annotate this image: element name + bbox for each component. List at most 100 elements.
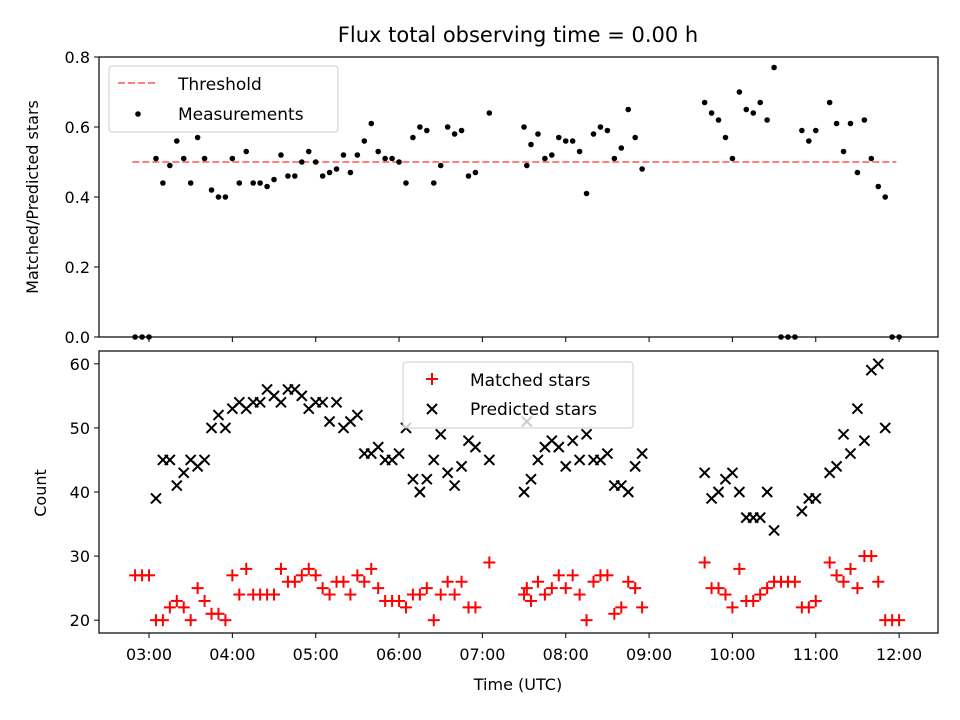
measurement-point (361, 138, 368, 144)
matched-star-point (698, 556, 711, 569)
matched-star-point (788, 575, 801, 588)
measurement-point (625, 106, 632, 113)
matched-star-point (184, 614, 197, 627)
measurement-point (812, 127, 819, 134)
predicted-star-point (198, 454, 211, 466)
matched-star-point (802, 601, 815, 614)
measurement-point (549, 152, 555, 158)
matched-star-point (212, 607, 225, 620)
legend-predicted-label: Predicted stars (470, 400, 597, 420)
measurement-point (201, 155, 208, 162)
measurement-point (264, 183, 270, 190)
predicted-star-point (872, 358, 884, 370)
matched-star-point (747, 594, 760, 607)
predicted-star-point (879, 422, 891, 434)
count-x-tick-label: 07:00 (459, 645, 505, 664)
matched-star-point (198, 594, 211, 607)
matched-star-point (351, 569, 364, 582)
measurement-point (326, 169, 333, 176)
matched-star-point (344, 588, 357, 601)
predicted-star-point (810, 492, 822, 505)
predicted-star-point (414, 486, 426, 498)
measurement-point (757, 99, 763, 106)
measurement-point (375, 148, 382, 155)
matched-star-point (830, 569, 843, 582)
count-x-tick-label: 03:00 (126, 645, 172, 664)
matched-star-point (309, 569, 322, 582)
matched-star-point (726, 601, 739, 614)
measurement-point (632, 134, 638, 141)
matched-star-point (636, 601, 649, 614)
matched-star-point (622, 575, 635, 588)
matched-star-point (455, 575, 468, 588)
predicted-star-point (698, 467, 711, 479)
count-x-tick-label: 08:00 (543, 645, 589, 664)
measurement-point (524, 162, 530, 169)
predicted-star-point (212, 409, 225, 421)
matched-star-point (420, 582, 433, 595)
measurement-point (382, 155, 388, 162)
measurement-point (618, 145, 625, 151)
measurement-point (799, 127, 805, 134)
measurement-point (854, 169, 861, 176)
matched-star-point (733, 562, 746, 575)
matched-star-point (520, 582, 533, 595)
measurement-point (736, 89, 743, 95)
measurement-point (424, 127, 430, 134)
legend-matched-swatch (426, 373, 438, 385)
measurement-point (743, 106, 750, 113)
ratio-y-ticks: 0.0 0.2 0.4 0.6 0.8 (65, 48, 99, 347)
predicted-star-point (601, 447, 614, 460)
predicted-star-point (205, 422, 218, 434)
matched-star-point (441, 575, 454, 588)
count-y-tick-label: 60 (70, 355, 90, 374)
matched-star-point (823, 556, 836, 569)
measurement-point (222, 194, 229, 200)
predicted-star-point (761, 486, 773, 498)
matched-star-point (754, 588, 767, 601)
legend-predicted-swatch (426, 403, 438, 415)
measurement-point (569, 138, 576, 144)
matched-star-point (288, 575, 301, 588)
matched-star-point (761, 582, 774, 595)
count-legend: Matched stars Predicted stars (402, 361, 634, 429)
measurement-point (368, 120, 375, 127)
measurement-point (187, 180, 194, 186)
matched-star-point (566, 569, 579, 582)
predicted-star-point (351, 409, 364, 421)
predicted-star-point (518, 486, 530, 498)
count-y-tick-label: 50 (70, 419, 90, 438)
matched-star-point (518, 588, 531, 601)
matched-star-point (434, 588, 447, 601)
predicted-star-point (525, 473, 537, 485)
measurement-point (521, 124, 527, 130)
ratio-y-tick-label: 0.0 (65, 328, 90, 347)
ratio-y-tick-label: 0.6 (65, 118, 90, 137)
measurement-point (528, 141, 534, 148)
measurement-point (167, 162, 173, 169)
matched-star-point (851, 582, 864, 595)
measurement-point (430, 180, 437, 186)
matched-star-point (872, 575, 885, 588)
measurement-point (319, 173, 326, 179)
matched-star-point (358, 575, 371, 588)
measurement-point (173, 138, 180, 144)
measurement-point (458, 127, 465, 134)
predicted-star-point (796, 505, 808, 517)
measurement-point (778, 334, 784, 340)
measurement-point (153, 155, 159, 162)
measurement-point (437, 162, 444, 169)
predicted-star-point (171, 479, 183, 492)
measurement-point (826, 99, 833, 106)
matched-star-point (538, 588, 551, 601)
measurement-point (542, 155, 548, 162)
measurement-point (292, 173, 298, 179)
matched-star-point (427, 614, 440, 627)
matched-star-point (719, 588, 732, 601)
matched-star-point (545, 582, 558, 595)
ratio-legend: Threshold Measurements (108, 65, 339, 133)
legend-measurements-label: Measurements (178, 105, 304, 125)
count-x-tick-label: 05:00 (293, 645, 339, 664)
predicted-star-point (455, 460, 468, 473)
measurement-point (472, 169, 479, 176)
